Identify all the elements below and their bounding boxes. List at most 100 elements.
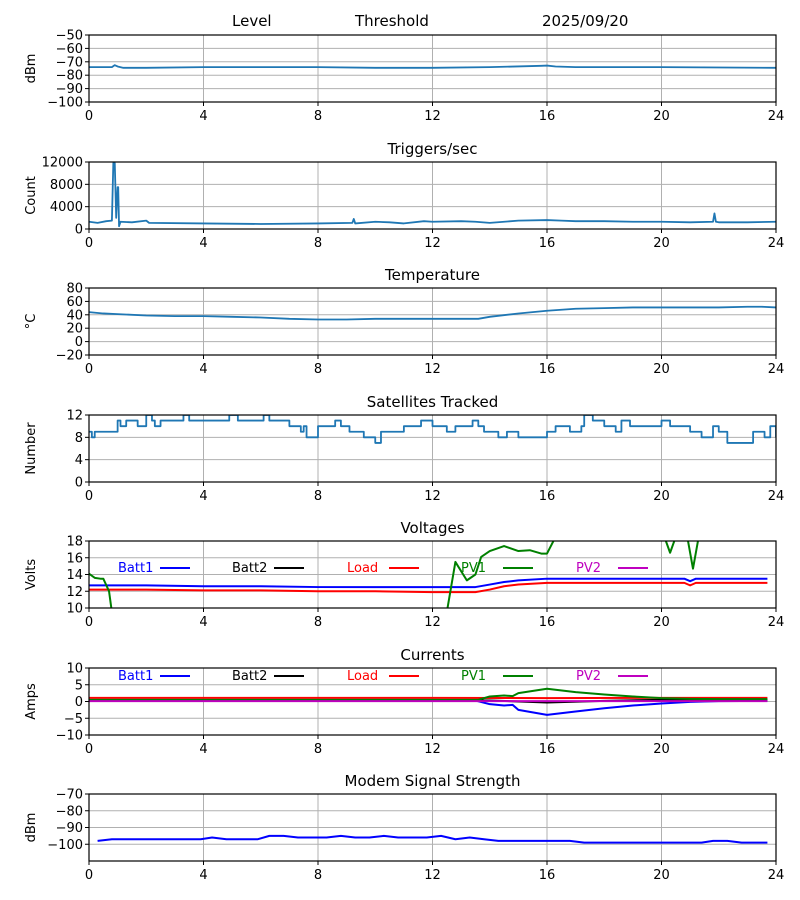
legend-label-batt2: Batt2	[232, 561, 267, 576]
y-tick-label: 10	[66, 662, 83, 677]
plot-frame	[88, 161, 777, 230]
x-tick-label: 16	[539, 362, 556, 377]
legend-label-pv2: PV2	[576, 561, 601, 576]
x-tick-label: 16	[539, 236, 556, 251]
legend-label-load: Load	[347, 669, 378, 684]
x-tick-label: 20	[653, 868, 670, 883]
x-tick-label: 24	[768, 742, 785, 757]
series-line-triggers	[89, 162, 776, 228]
subplot-6: Modem Signal Strength 0 4 8 12 16 20 24 −70−80 −9…	[24, 772, 784, 883]
x-tick-label: 24	[768, 868, 785, 883]
y-tick-label: −90	[56, 82, 83, 97]
series-line-modem	[97, 834, 768, 844]
x-tick-label: 0	[85, 236, 93, 251]
x-tick-label: 0	[85, 615, 93, 630]
threshold-label: Threshold	[355, 12, 429, 30]
y-tick-label: 12000	[42, 156, 83, 171]
y-axis-label: dBm	[24, 813, 39, 843]
y-tick-label: −80	[56, 69, 83, 84]
subplot-0: 0 4 8 12 16 20 24 −50−60−70−80−90−100 dBm	[24, 29, 784, 125]
x-tick-label: 8	[314, 109, 322, 124]
y-tick-label: 8	[75, 431, 83, 446]
y-tick-label: −20	[56, 349, 83, 364]
y-axis-label: Volts	[24, 559, 39, 591]
x-tick-label: 4	[199, 615, 207, 630]
y-tick-label: −10	[56, 729, 83, 744]
y-tick-label: −80	[56, 804, 83, 819]
x-tick-label: 8	[314, 615, 322, 630]
x-tick-label: 12	[424, 236, 441, 251]
subplot-title: Temperature	[384, 266, 480, 284]
y-tick-label: −60	[56, 42, 83, 57]
series-line-load	[89, 581, 768, 594]
y-tick-label: 4	[75, 453, 83, 468]
y-tick-label: 10	[66, 602, 83, 617]
series-line-batt1	[89, 577, 768, 589]
legend-label-batt1: Batt1	[118, 561, 153, 576]
y-tick-label: 40	[66, 308, 83, 323]
plot-frame	[88, 287, 777, 356]
x-tick-label: 24	[768, 362, 785, 377]
x-tick-label: 4	[199, 236, 207, 251]
y-tick-label: 12	[66, 409, 83, 424]
subplot-1: Triggers/sec 0 4 8 12 16 20 24 12000 8000 4000 0 Cou…	[24, 140, 784, 251]
y-tick-label: 4000	[50, 200, 83, 215]
x-tick-label: 0	[85, 742, 93, 757]
y-axis-label: Number	[24, 422, 39, 475]
level-label: Level	[232, 12, 272, 30]
legend-label-pv1: PV1	[461, 561, 486, 576]
y-tick-label: 8000	[50, 178, 83, 193]
x-tick-label: 20	[653, 615, 670, 630]
y-tick-label: 16	[66, 551, 83, 566]
x-tick-label: 24	[768, 489, 785, 504]
x-tick-label: 24	[768, 615, 785, 630]
legend-label-batt1: Batt1	[118, 669, 153, 684]
legend-label-load: Load	[347, 561, 378, 576]
plot-frame	[88, 667, 777, 736]
x-tick-label: 4	[199, 742, 207, 757]
x-tick-label: 12	[424, 109, 441, 124]
series-line-pv1	[89, 541, 699, 608]
legend-label-pv1: PV1	[461, 669, 486, 684]
y-tick-label: −90	[56, 821, 83, 836]
x-tick-label: 20	[653, 236, 670, 251]
subplot-title: Voltages	[400, 519, 464, 537]
x-tick-label: 16	[539, 868, 556, 883]
x-tick-label: 20	[653, 362, 670, 377]
x-tick-label: 8	[314, 362, 322, 377]
legend-label-batt2: Batt2	[232, 669, 267, 684]
y-tick-label: 0	[75, 695, 83, 710]
x-tick-label: 12	[424, 362, 441, 377]
x-tick-label: 20	[653, 489, 670, 504]
y-tick-label: 12	[66, 585, 83, 600]
y-axis-label: Amps	[24, 683, 39, 720]
x-tick-label: 4	[199, 109, 207, 124]
x-tick-label: 4	[199, 489, 207, 504]
subplot-title: Currents	[400, 646, 464, 664]
y-tick-label: −70	[56, 55, 83, 70]
subplot-title: Triggers/sec	[387, 140, 478, 158]
x-tick-label: 24	[768, 236, 785, 251]
series-line-pv1	[89, 687, 768, 701]
x-tick-label: 12	[424, 742, 441, 757]
x-tick-label: 0	[85, 868, 93, 883]
y-tick-label: 0	[75, 223, 83, 238]
series-line-batt1	[89, 699, 768, 716]
y-axis-label: dBm	[24, 54, 39, 84]
y-tick-label: 14	[66, 568, 83, 583]
y-tick-label: 18	[66, 535, 83, 550]
x-tick-label: 16	[539, 742, 556, 757]
y-tick-label: −100	[47, 838, 83, 853]
x-tick-label: 20	[653, 109, 670, 124]
x-tick-label: 0	[85, 489, 93, 504]
subplot-3: Satellites Tracked 0 4 8 12 16 20 24 12 8 4 0 Number	[24, 393, 784, 504]
subplot-title: Satellites Tracked	[367, 393, 498, 411]
x-tick-label: 8	[314, 868, 322, 883]
series-line-temperature	[89, 305, 776, 321]
x-tick-label: 4	[199, 868, 207, 883]
y-axis-label: Count	[24, 176, 39, 215]
